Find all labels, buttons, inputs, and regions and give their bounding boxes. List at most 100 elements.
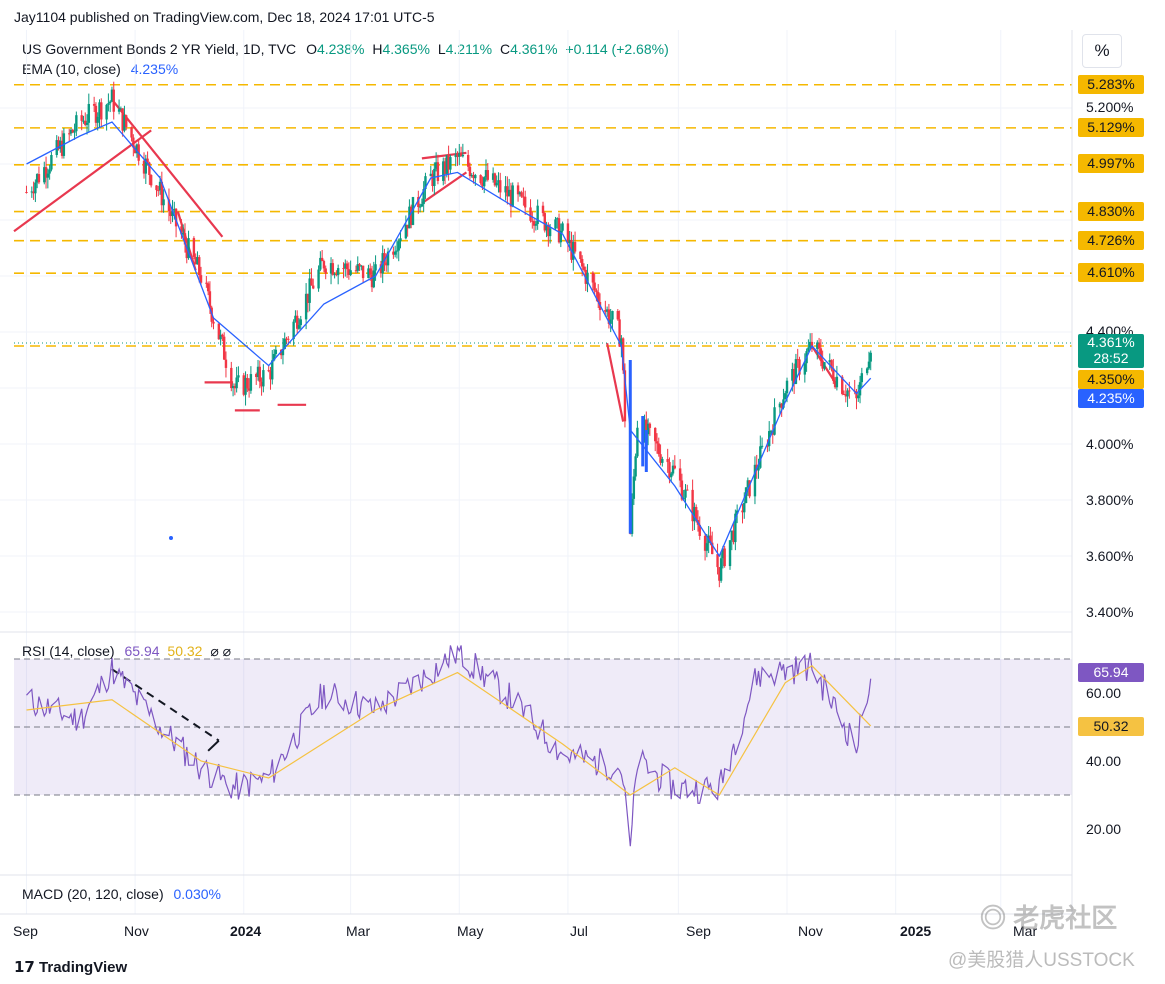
level-label-5283: 5.283% xyxy=(1078,75,1144,94)
candle-body xyxy=(484,170,488,178)
candle-body xyxy=(518,192,522,195)
candle-body xyxy=(37,174,41,183)
candle-body xyxy=(474,175,477,179)
y-tick-3600: 3.600% xyxy=(1086,548,1134,564)
ema-value: 4.235% xyxy=(130,61,179,77)
candle-body xyxy=(155,185,158,191)
candle-body xyxy=(466,154,470,167)
candle-body xyxy=(69,129,73,134)
candle-body xyxy=(80,115,83,121)
candle-body xyxy=(272,353,276,361)
candle-body xyxy=(744,487,748,503)
candle-body xyxy=(760,445,764,447)
candle-body xyxy=(869,352,872,362)
candle-body xyxy=(784,393,787,400)
macd-label: MACD (20, 120, close) xyxy=(22,886,164,902)
candle-body xyxy=(25,192,28,193)
candle-body xyxy=(294,315,297,322)
candle-body xyxy=(183,233,187,245)
candle-body xyxy=(721,548,725,559)
watermark-handle: @美股猎人USSTOCK xyxy=(948,950,1135,971)
candle-body xyxy=(374,264,377,271)
candle-body xyxy=(841,376,844,394)
candle-body xyxy=(347,269,351,275)
candle-body xyxy=(858,382,862,396)
candle-body xyxy=(636,427,639,457)
candle-body xyxy=(306,293,310,303)
candle-body xyxy=(281,348,285,356)
candle-body xyxy=(719,558,723,581)
candle-body xyxy=(260,381,263,387)
candle-body xyxy=(44,167,48,178)
candle-body xyxy=(529,207,532,221)
blue-annotations xyxy=(628,360,648,534)
candle-body xyxy=(192,238,196,257)
candle-body xyxy=(766,445,769,447)
trendline-8 xyxy=(606,342,625,422)
candle-body xyxy=(112,89,115,112)
candle-body xyxy=(296,315,299,329)
high-value: 4.365% xyxy=(382,41,430,57)
candle-body xyxy=(274,349,278,354)
candle-body xyxy=(673,465,677,469)
low-value: 4.211% xyxy=(445,41,493,57)
candle-body xyxy=(395,250,399,252)
bar-countdown: 28:52 xyxy=(1093,350,1129,366)
candle-body xyxy=(728,540,732,567)
candle-body xyxy=(623,370,627,422)
trendline-1 xyxy=(111,98,224,238)
candle-body xyxy=(35,174,39,183)
candle-body xyxy=(46,173,50,178)
candle-body xyxy=(531,220,534,222)
candle-body xyxy=(84,120,87,125)
rsi-tick-60: 60.00 xyxy=(1086,685,1122,701)
candle-body xyxy=(459,153,463,157)
rsi-visibility-icons[interactable]: ⌀ ⌀ xyxy=(210,643,232,659)
tradingview-brand[interactable]: 𝟭𝟳 TradingView xyxy=(14,958,127,976)
rsi-tick-20: 20.00 xyxy=(1086,821,1122,837)
candle-body xyxy=(666,458,669,463)
candle-body xyxy=(568,239,571,244)
rsi-line xyxy=(26,645,872,847)
candle-body xyxy=(536,205,539,225)
candle-body xyxy=(142,160,146,174)
candle-body xyxy=(110,89,114,102)
candle-body xyxy=(235,377,238,389)
candle-body xyxy=(479,175,482,183)
candle-body xyxy=(734,513,737,543)
candle-body xyxy=(828,360,831,363)
candle-body xyxy=(431,173,434,187)
candle-body xyxy=(173,208,176,211)
candle-body xyxy=(242,375,245,395)
change-value: +0.114 (+2.68%) xyxy=(565,41,669,57)
candle-body xyxy=(753,464,757,497)
percent-scale-button[interactable]: % xyxy=(1082,34,1122,68)
candle-body xyxy=(718,567,721,581)
candle-body xyxy=(267,370,270,372)
candle-body xyxy=(92,103,96,106)
y-tick-5200: 5.200% xyxy=(1086,99,1134,115)
candle-body xyxy=(219,334,222,340)
candle-body xyxy=(442,161,445,181)
candle-body xyxy=(358,264,361,266)
candle-body xyxy=(393,251,397,255)
tiger-logo-icon: ◎ xyxy=(980,903,1007,933)
candle-body xyxy=(157,190,160,192)
blue-dot xyxy=(169,536,173,540)
candle-body xyxy=(449,157,452,170)
level-label-5129: 5.129% xyxy=(1078,118,1144,137)
candle-body xyxy=(361,265,365,279)
brand-name: TradingView xyxy=(39,959,128,976)
candle-body xyxy=(162,199,165,206)
candle-body xyxy=(167,199,171,212)
candle-body xyxy=(308,278,311,303)
candle-body xyxy=(654,427,657,442)
candle-body xyxy=(230,367,233,389)
candle-body xyxy=(317,269,320,289)
candle-body xyxy=(87,103,91,123)
candle-body xyxy=(694,506,698,521)
candle-body xyxy=(324,268,327,274)
candle-body xyxy=(773,407,776,435)
candle-body xyxy=(705,543,709,551)
